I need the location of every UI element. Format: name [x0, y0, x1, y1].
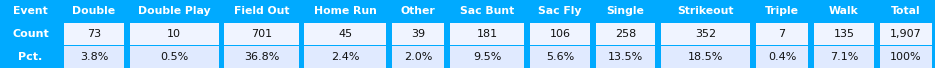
Bar [880, 46, 932, 68]
Bar [3, 23, 58, 45]
Text: 36.8%: 36.8% [244, 52, 280, 62]
Bar [880, 23, 932, 45]
Bar [130, 0, 219, 22]
Bar [814, 46, 874, 68]
Bar [596, 46, 655, 68]
Text: Count: Count [12, 29, 49, 39]
Bar [392, 46, 444, 68]
Text: 135: 135 [833, 29, 855, 39]
Text: Triple: Triple [765, 6, 799, 16]
Bar [304, 46, 386, 68]
Text: Sac Fly: Sac Fly [539, 6, 582, 16]
Text: 39: 39 [410, 29, 425, 39]
Text: 0.4%: 0.4% [768, 52, 797, 62]
Bar [392, 23, 444, 45]
Bar [814, 23, 874, 45]
Bar [64, 0, 124, 22]
Text: Strikeout: Strikeout [677, 6, 734, 16]
Text: Sac Bunt: Sac Bunt [460, 6, 514, 16]
Text: Double: Double [72, 6, 116, 16]
Bar [596, 0, 655, 22]
Bar [224, 46, 298, 68]
Bar [130, 46, 219, 68]
Text: Total: Total [891, 6, 921, 16]
Text: 181: 181 [477, 29, 497, 39]
Bar [661, 23, 750, 45]
Bar [392, 0, 444, 22]
Text: 1,907: 1,907 [890, 29, 922, 39]
Bar [596, 23, 655, 45]
Bar [3, 0, 58, 22]
Text: 100%: 100% [890, 52, 922, 62]
Text: Other: Other [400, 6, 436, 16]
Bar [304, 0, 386, 22]
Bar [450, 46, 525, 68]
Bar [880, 0, 932, 22]
Bar [661, 0, 750, 22]
Bar [755, 23, 809, 45]
Bar [64, 46, 124, 68]
Text: Single: Single [607, 6, 644, 16]
Bar [224, 0, 298, 22]
Text: 258: 258 [615, 29, 636, 39]
Bar [450, 0, 525, 22]
Text: Pct.: Pct. [19, 52, 43, 62]
Text: 10: 10 [167, 29, 181, 39]
Bar [755, 46, 809, 68]
Text: 45: 45 [338, 29, 352, 39]
Bar [755, 0, 809, 22]
Bar [64, 23, 124, 45]
Text: 2.0%: 2.0% [404, 52, 432, 62]
Bar [3, 46, 58, 68]
Bar [814, 0, 874, 22]
Text: 701: 701 [251, 29, 272, 39]
Bar [661, 46, 750, 68]
Text: 9.5%: 9.5% [473, 52, 501, 62]
Text: 7: 7 [779, 29, 785, 39]
Bar [530, 46, 590, 68]
Text: Field Out: Field Out [234, 6, 289, 16]
Bar [450, 23, 525, 45]
Bar [530, 23, 590, 45]
Text: 106: 106 [550, 29, 570, 39]
Text: 2.4%: 2.4% [331, 52, 359, 62]
Text: Walk: Walk [829, 6, 859, 16]
Bar [130, 23, 219, 45]
Text: Event: Event [13, 6, 48, 16]
Text: 0.5%: 0.5% [160, 52, 188, 62]
Text: 3.8%: 3.8% [79, 52, 108, 62]
Text: 7.1%: 7.1% [829, 52, 858, 62]
Text: 13.5%: 13.5% [608, 52, 643, 62]
Text: 73: 73 [87, 29, 101, 39]
Bar [224, 23, 298, 45]
Bar [304, 23, 386, 45]
Text: Home Run: Home Run [314, 6, 377, 16]
Text: 352: 352 [695, 29, 716, 39]
Text: 5.6%: 5.6% [546, 52, 574, 62]
Text: 18.5%: 18.5% [688, 52, 724, 62]
Bar [530, 0, 590, 22]
Text: Double Play: Double Play [137, 6, 210, 16]
